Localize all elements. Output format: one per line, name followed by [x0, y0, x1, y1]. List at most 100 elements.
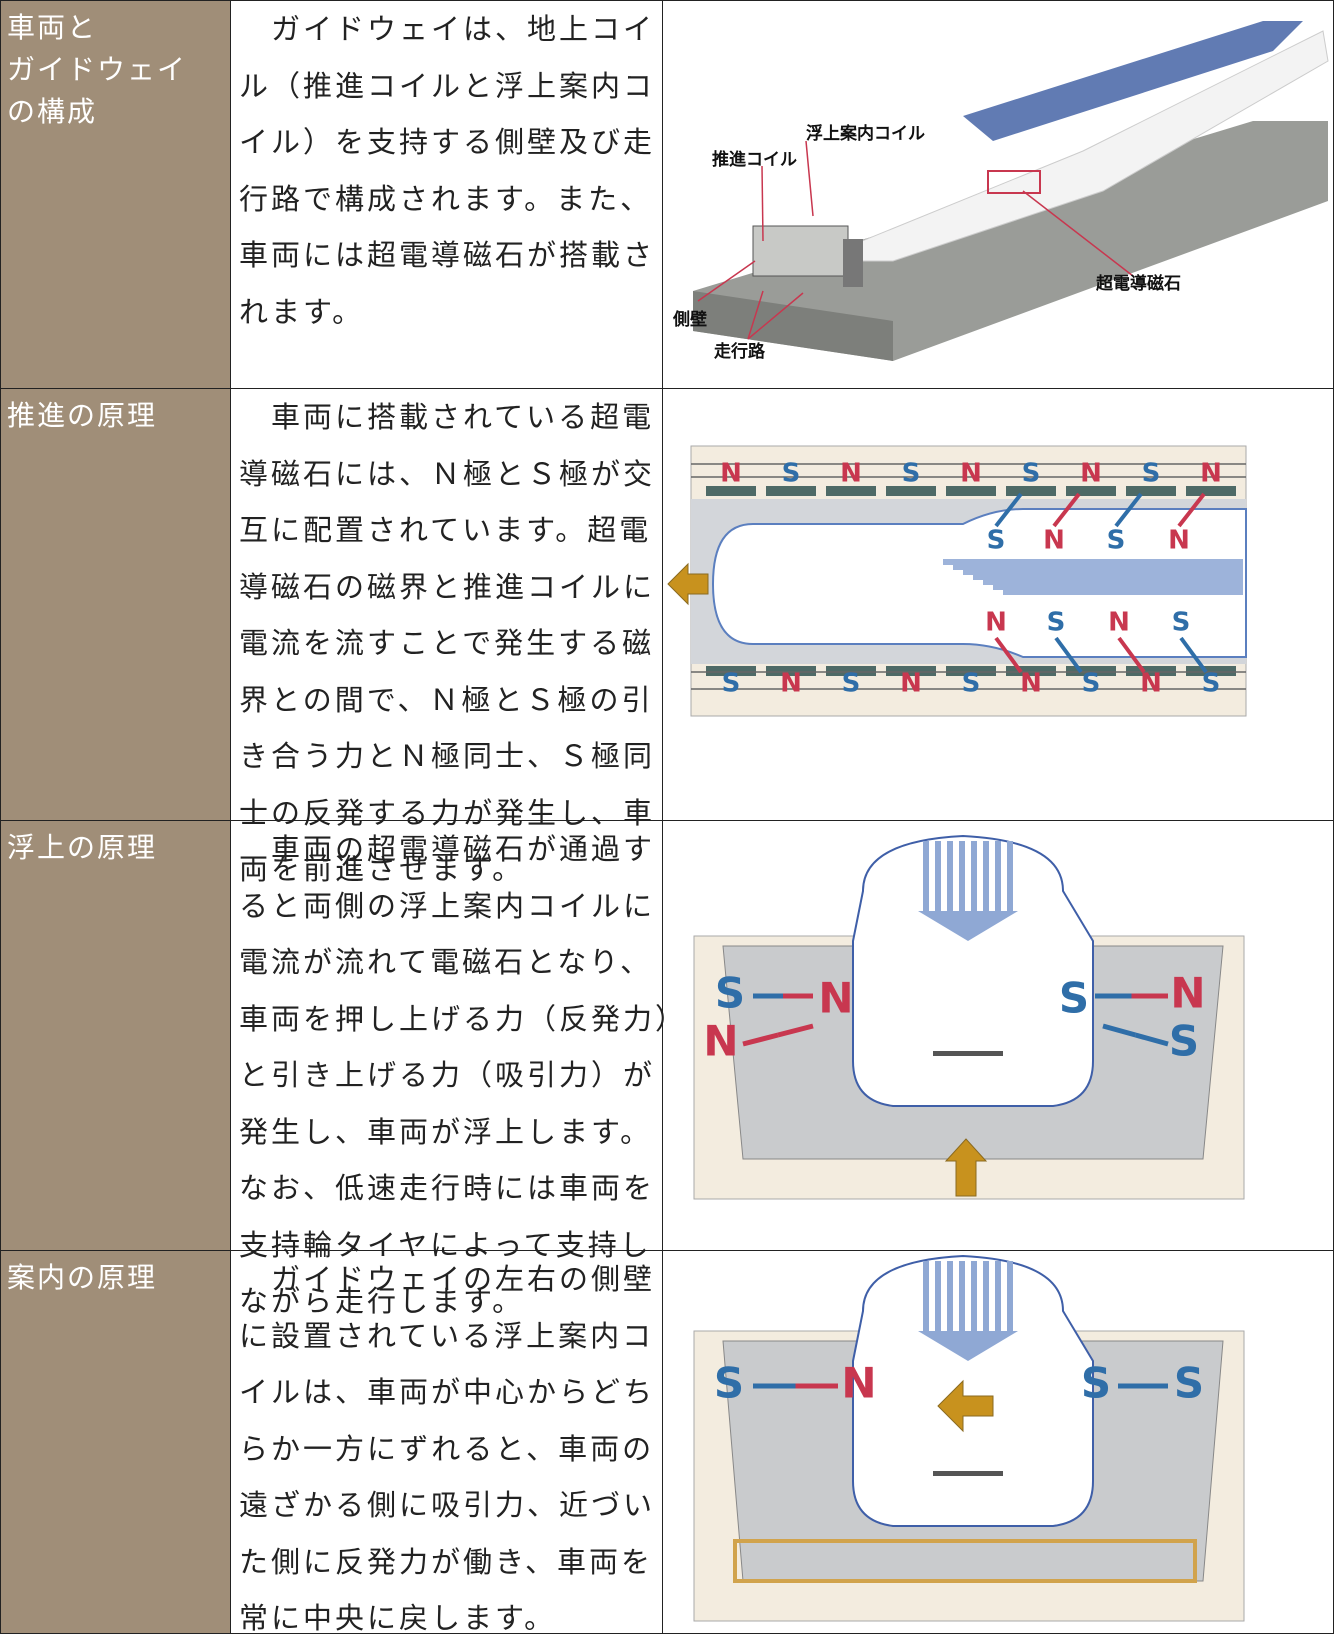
- shape: [1114, 492, 1143, 528]
- label: S: [1202, 669, 1221, 699]
- label: N: [960, 459, 982, 489]
- shape: [826, 666, 876, 676]
- shape: [812, 30, 1329, 262]
- label: S: [782, 459, 801, 489]
- label: 走行路: [714, 341, 766, 362]
- heading-cell: 案内の原理: [0, 1250, 231, 1634]
- body-line: れます。: [239, 294, 365, 329]
- body-line: 車両を押し上げる力（反発力）: [239, 1001, 688, 1036]
- shape: [953, 564, 1243, 570]
- shape: [983, 1261, 989, 1331]
- shape: [937, 1379, 994, 1433]
- label: N: [1140, 669, 1162, 699]
- heading-line: 浮上の原理: [7, 831, 158, 864]
- shape: [777, 1023, 814, 1038]
- label: N: [818, 974, 853, 1023]
- label: N: [841, 1359, 876, 1408]
- label: S: [1059, 974, 1089, 1023]
- body-line: イル）を支持する側壁及び走: [239, 125, 656, 159]
- shape: [933, 1051, 1003, 1056]
- shape: [944, 1138, 988, 1197]
- shape: [947, 841, 953, 911]
- label: N: [985, 608, 1007, 638]
- label: N: [1170, 969, 1205, 1018]
- body-line: き合う力とＮ極同士、Ｓ極同: [239, 739, 656, 773]
- shape: [935, 1261, 941, 1331]
- shape: [761, 165, 764, 242]
- label: N: [720, 459, 742, 489]
- label: N: [1168, 526, 1190, 556]
- label: S: [715, 969, 745, 1018]
- shape: [987, 170, 1041, 194]
- body-line: ながら走行します。: [239, 1284, 525, 1318]
- shape: [1179, 636, 1208, 674]
- shape: [706, 486, 756, 496]
- shape: [943, 559, 1243, 565]
- label: S: [987, 526, 1006, 556]
- shape: [983, 841, 989, 911]
- shape: [971, 841, 977, 911]
- label: S: [842, 669, 861, 699]
- figure: N S N S N S N S N S N S N S N S N S S N S N N S N S: [667, 445, 1247, 717]
- label: N: [1020, 669, 1042, 699]
- label: S: [902, 459, 921, 489]
- label: S: [962, 669, 981, 699]
- body-line: 車両には超電導磁石が搭載さ: [239, 238, 656, 272]
- shape: [963, 569, 1243, 575]
- heading-line: 車両と: [7, 11, 98, 44]
- shape: [959, 841, 965, 911]
- figure-cell: 浮上案内コイル 推進コイル 超電導磁石 側壁 走行路: [662, 0, 1334, 389]
- shape: [886, 486, 936, 496]
- body-line: らか一方にずれると、車両の: [239, 1431, 655, 1466]
- body-line: 電流が流れて電磁石となり、: [239, 945, 653, 979]
- body-line: 支持輪タイヤによって支持し: [239, 1227, 652, 1262]
- shape: [805, 140, 814, 217]
- shape: [918, 1331, 1018, 1361]
- shape: [1054, 636, 1083, 674]
- shape: [1126, 666, 1176, 676]
- body-cell: 車両に搭載されている超電 導磁石には、Ｎ極とＳ極が交 互に配置されています。超電 導磁…: [230, 388, 663, 886]
- shape: [742, 1032, 779, 1047]
- shape: [1007, 1261, 1013, 1331]
- label: S: [1081, 1359, 1111, 1408]
- body-line: 両を前進させます。: [239, 852, 525, 886]
- body-line: 界との間で、Ｎ極とＳ極の引: [239, 682, 654, 717]
- shape: [886, 666, 936, 676]
- body-line: た側に反発力が働き、車両を: [239, 1544, 653, 1579]
- body-line: 導磁石の磁界と推進コイルに: [239, 569, 656, 604]
- label: S: [1142, 459, 1161, 489]
- shape: [1102, 1023, 1137, 1038]
- label: 浮上案内コイル: [806, 123, 925, 144]
- shape: [971, 1261, 977, 1331]
- shape: [747, 290, 764, 340]
- shape: [993, 584, 1243, 590]
- body-line: なお、低速走行時には車両を: [239, 1171, 656, 1205]
- label: S: [1047, 608, 1066, 638]
- shape: [918, 911, 1018, 941]
- body-line: 行路で構成されます。また、: [239, 181, 653, 216]
- body-line: ると両側の浮上案内コイルに: [239, 888, 656, 923]
- label: S: [1172, 608, 1191, 638]
- label: N: [1080, 459, 1102, 489]
- body-line: 発生し、車両が浮上します。: [239, 1114, 653, 1149]
- shape: [1022, 190, 1134, 277]
- body-cell: ガイドウェイは、地上コイ ル（推進コイルと浮上案内コ イル）を支持する側壁及び走 行路…: [230, 0, 663, 389]
- shape: [946, 486, 996, 496]
- shape: [843, 239, 863, 287]
- body-line: 電流を流すことで発生する磁: [239, 626, 655, 660]
- shape: [852, 1254, 1094, 1527]
- body-line: 車両に搭載されている超電: [271, 400, 655, 434]
- shape: [752, 225, 849, 277]
- body-line: 互に配置されています。超電: [239, 513, 652, 547]
- body-cell: ガイドウェイの左右の側壁 に設置されている浮上案内コ イルは、車両が中心からどち らか…: [230, 1250, 663, 1635]
- label: 側壁: [672, 309, 707, 330]
- shape: [766, 666, 816, 676]
- label: N: [840, 459, 862, 489]
- heading-cell: 浮上の原理: [0, 820, 231, 1251]
- shape: [946, 666, 996, 676]
- shape: [995, 841, 1001, 911]
- shape: [983, 579, 1243, 585]
